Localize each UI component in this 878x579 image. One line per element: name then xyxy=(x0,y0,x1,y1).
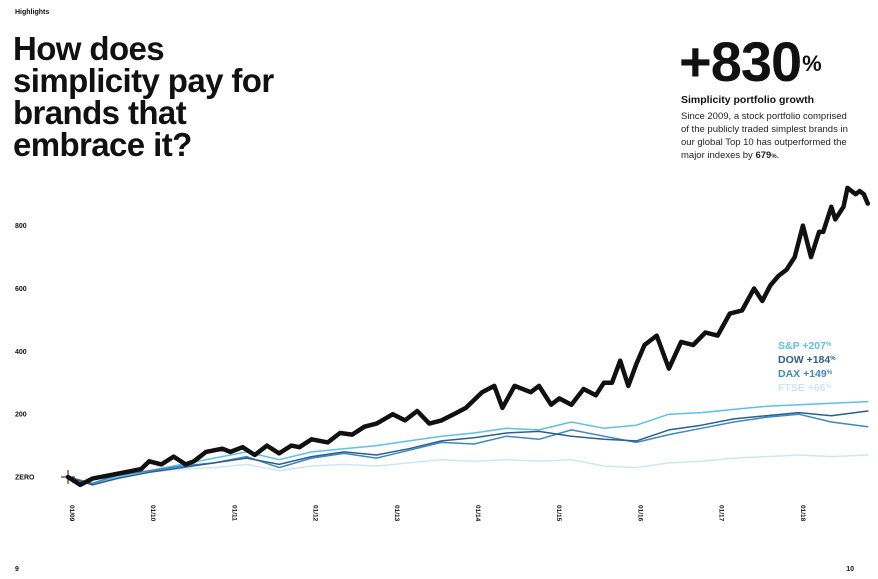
big-stat-unit: % xyxy=(802,51,822,76)
y-tick-label: 600 xyxy=(15,286,27,293)
x-tick-label: 01/17 xyxy=(718,505,725,522)
x-tick-label: 01/10 xyxy=(149,505,156,522)
x-tick-label: 01/12 xyxy=(312,505,319,522)
stat-desc-value: 679 xyxy=(755,150,772,161)
y-tick-label: 800 xyxy=(15,223,27,230)
series-line-dax xyxy=(67,413,869,485)
x-tick-label: 01/11 xyxy=(230,505,237,521)
section-label: Highlights xyxy=(15,9,50,16)
page-number-left: 9 xyxy=(15,566,19,573)
legend-item-ftse: FTSE +66% xyxy=(778,382,832,394)
x-axis: 01/09 01/10 01/11 01/12 01/13 01/14 01/15 01/16… xyxy=(68,505,806,522)
stat-title: Simplicity portfolio growth xyxy=(681,94,814,106)
legend: S&P +207% DOW +184% DAX +149% FTSE +66% xyxy=(778,340,836,394)
x-tick-label: 01/15 xyxy=(555,505,562,522)
x-tick-label: 01/14 xyxy=(474,505,481,522)
series-line-dow xyxy=(67,410,869,486)
stat-desc-unit: % xyxy=(771,154,777,160)
x-tick-label: 01/09 xyxy=(68,505,75,522)
series-line-ftse xyxy=(67,454,869,485)
headline: How does simplicity pay for brands that … xyxy=(13,30,274,163)
page-number-right: 10 xyxy=(846,566,854,573)
legend-item-dax: DAX +149% xyxy=(778,368,833,380)
y-axis: ZERO 200 400 600 800 xyxy=(15,223,35,481)
x-tick-label: 01/18 xyxy=(799,505,806,522)
big-stat-value: +830 xyxy=(679,30,802,93)
x-tick-label: 01/16 xyxy=(636,505,643,522)
y-tick-label: 400 xyxy=(15,349,27,356)
stat-description: Since 2009, a stock portfolio comprised … xyxy=(681,110,856,164)
stat-desc-text: Since 2009, a stock portfolio comprised … xyxy=(681,111,848,161)
x-tick-label: 01/13 xyxy=(393,505,400,522)
series-line-simplicity xyxy=(65,185,871,488)
series-line-sp xyxy=(67,400,869,485)
legend-item-dow: DOW +184% xyxy=(778,354,836,366)
y-tick-label: 200 xyxy=(15,412,27,419)
big-stat: +830% xyxy=(679,34,822,90)
stat-desc-end: . xyxy=(776,150,780,161)
legend-item-sp: S&P +207% xyxy=(778,340,832,352)
series-lines xyxy=(65,185,871,488)
y-tick-label: ZERO xyxy=(15,475,35,482)
